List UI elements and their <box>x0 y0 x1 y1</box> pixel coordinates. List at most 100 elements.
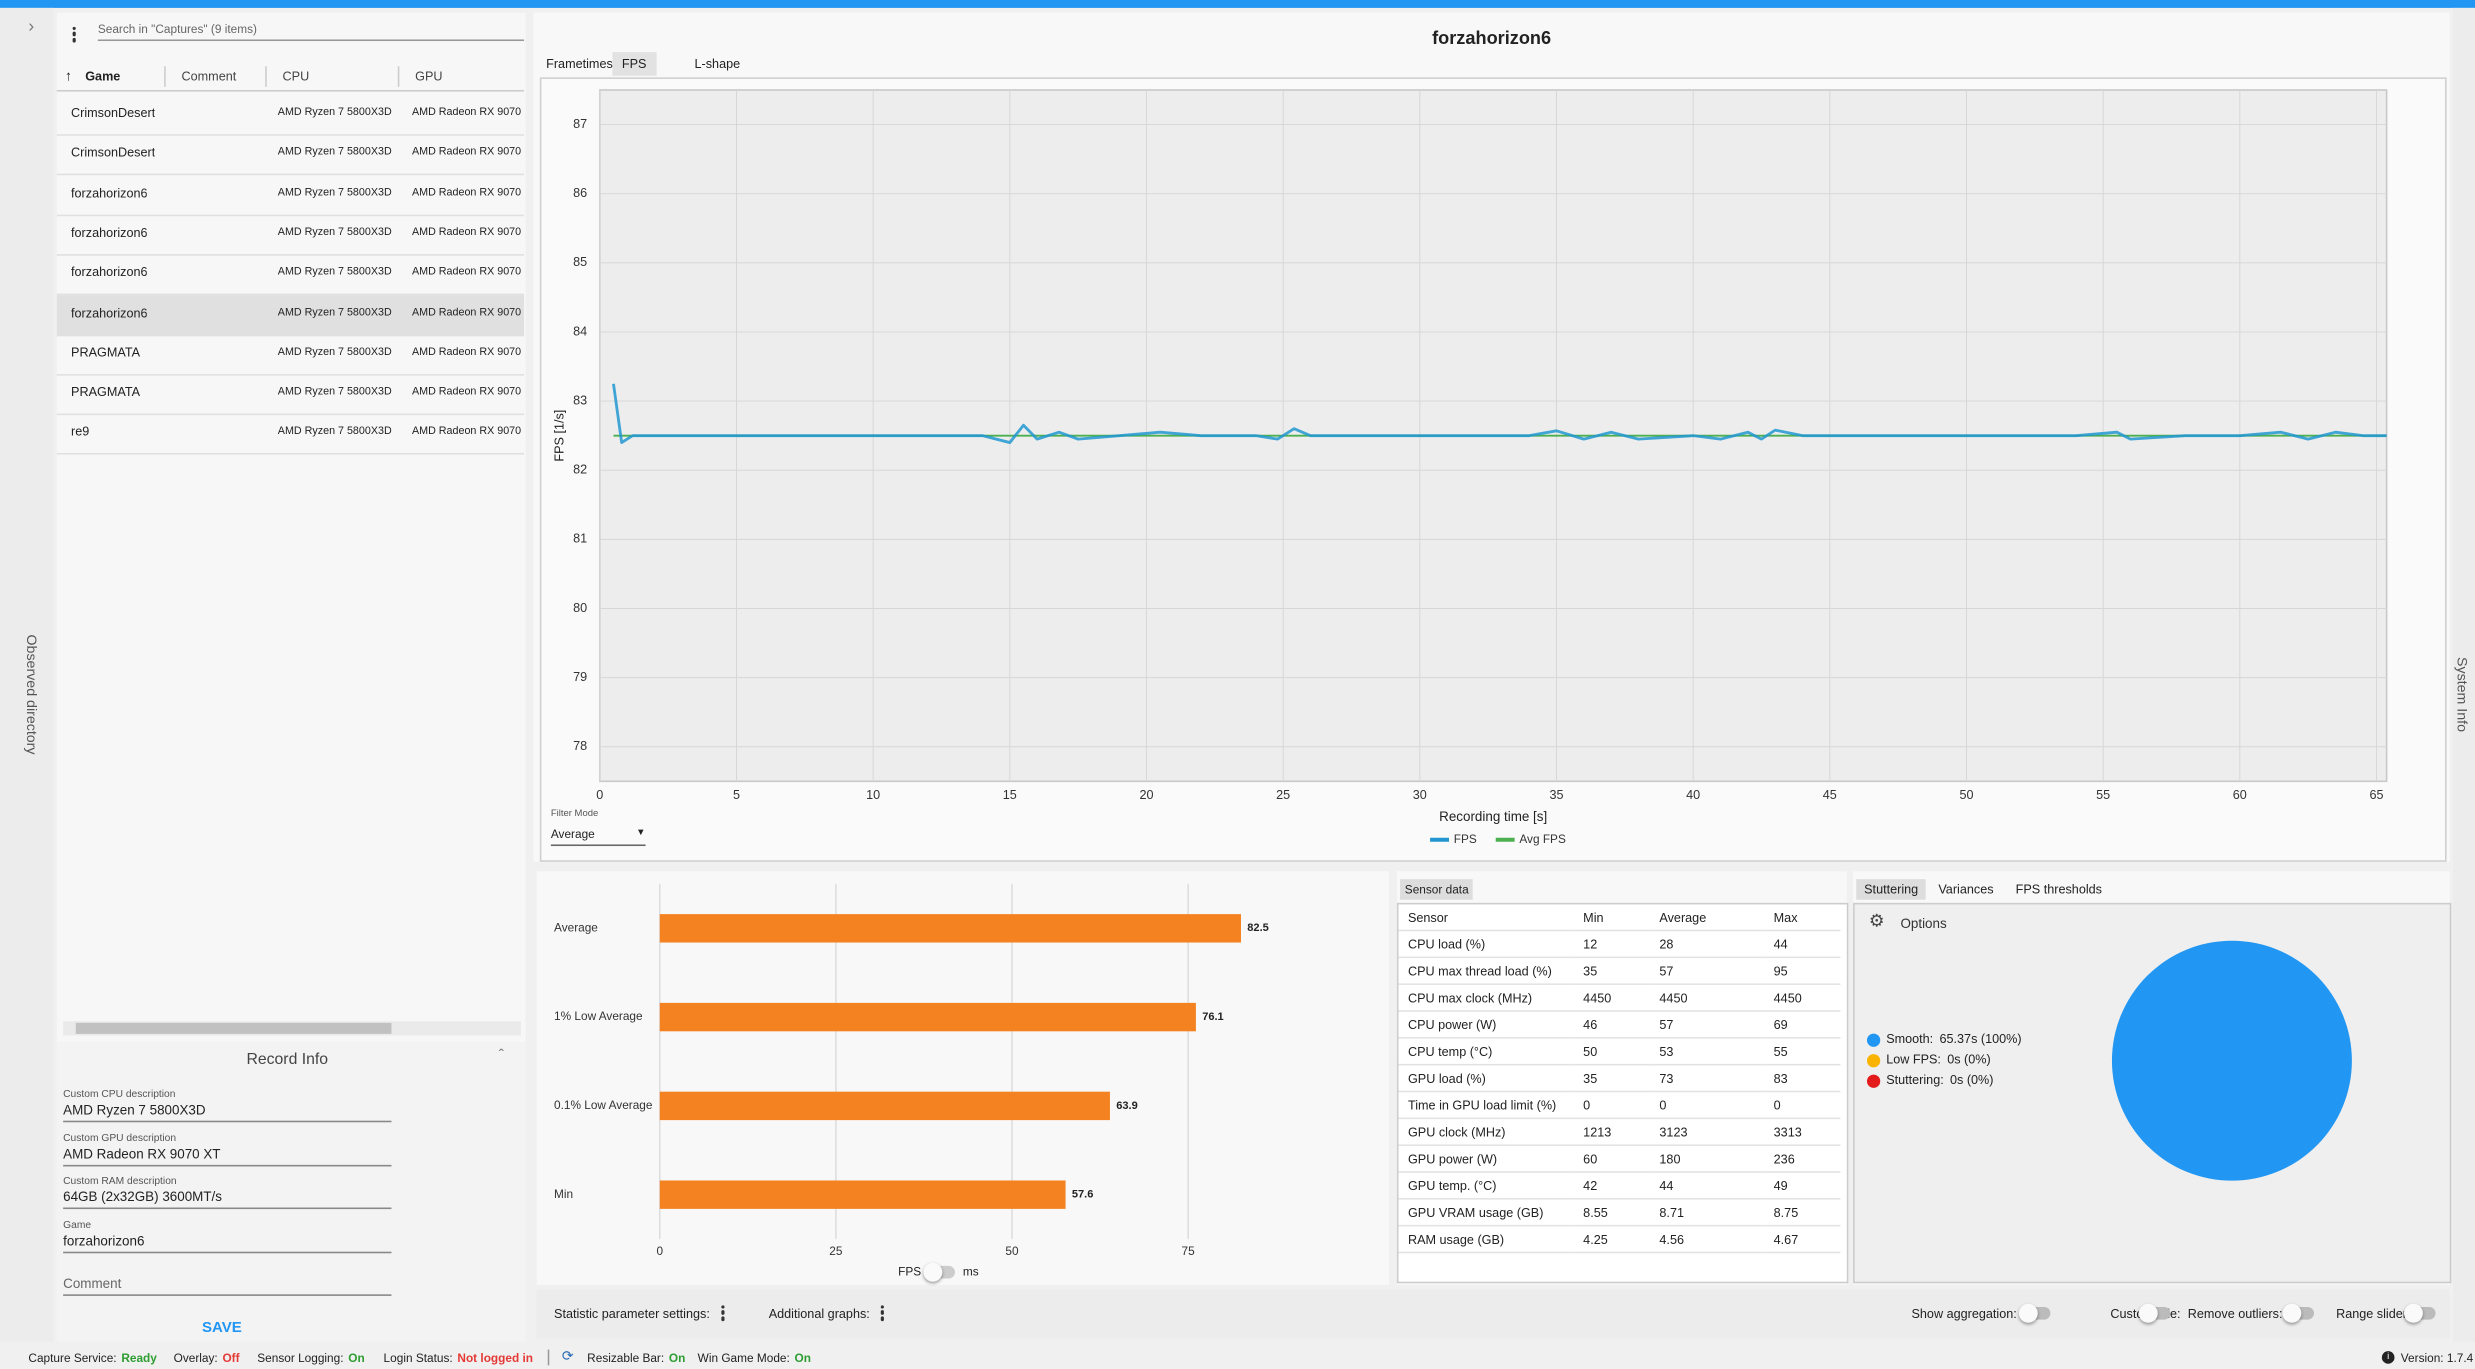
sensor-column-header: Min <box>1573 904 1650 932</box>
capture-row[interactable]: CrimsonDesert AMD Ryzen 7 5800X3D AMD Rade… <box>56 135 525 176</box>
capture-row[interactable]: PRAGMATA AMD Ryzen 7 5800X3D AMD Radeon RX… <box>56 374 525 416</box>
cpu-cell: AMD Ryzen 7 5800X3D <box>277 107 392 119</box>
sensor-row: GPU clock (MHz) 1213 3123 3313 <box>1398 1118 1841 1146</box>
chart-tab[interactable]: L-shape <box>694 56 741 72</box>
sensor-row: CPU power (W) 46 57 69 <box>1398 1010 1841 1039</box>
column-separator <box>397 66 400 87</box>
legend-value: 0s (0%) <box>1950 1074 1993 1088</box>
capture-row[interactable]: re9 AMD Ryzen 7 5800X3D AMD Radeon RX 9070 <box>56 414 525 456</box>
comment-input[interactable]: Comment <box>63 1275 392 1296</box>
sensor-name: CPU power (W) <box>1398 1010 1574 1039</box>
field-label: Custom RAM description <box>63 1175 177 1187</box>
bar <box>659 914 1241 943</box>
sensor-tab[interactable]: Sensor data <box>1400 879 1474 900</box>
sensor-name: CPU max thread load (%) <box>1398 957 1574 985</box>
expand-chevron[interactable]: › <box>28 17 35 37</box>
chart-panel: forzahorizon6 Frametimes FPS L-shape 78 79 8… <box>533 12 2450 862</box>
scroll-thumb[interactable] <box>75 1022 392 1034</box>
status-value: Ready <box>121 1351 157 1366</box>
toolbar-label: Range slider: <box>2336 1306 2411 1322</box>
options-label[interactable]: Options <box>1900 915 1947 932</box>
refresh-icon[interactable]: ⟳ <box>561 1347 574 1364</box>
field-value[interactable]: AMD Radeon RX 9070 XT <box>63 1145 392 1166</box>
capture-row[interactable]: forzahorizon6 AMD Ryzen 7 5800X3D AMD Rade… <box>56 214 525 256</box>
stuttering-tab[interactable]: Variances <box>1938 882 1994 897</box>
filter-mode-label: Filter Mode <box>550 809 599 820</box>
chart-tab[interactable]: Frametimes <box>546 56 613 72</box>
toolbar-toggle[interactable] <box>2138 1303 2171 1323</box>
y-tick-label: 78 <box>573 739 587 753</box>
save-button[interactable]: SAVE <box>202 1319 242 1337</box>
sensor-value: 0 <box>1573 1091 1650 1120</box>
status-value: On <box>794 1351 811 1366</box>
legend-dot <box>1866 1033 1881 1047</box>
field-value[interactable]: AMD Ryzen 7 5800X3D <box>63 1102 392 1123</box>
sensor-value: 4450 <box>1764 984 1841 1012</box>
column-header-label[interactable]: Game <box>85 69 121 84</box>
column-header-label[interactable]: Comment <box>181 69 237 84</box>
column-header-label[interactable]: GPU <box>415 69 443 84</box>
sensor-value: 236 <box>1764 1145 1841 1173</box>
capture-row[interactable]: forzahorizon6 AMD Ryzen 7 5800X3D AMD Rade… <box>56 175 525 216</box>
sensor-value: 0 <box>1764 1091 1841 1120</box>
left-strip: › Observed directory <box>0 7 54 1342</box>
field-value[interactable]: 64GB (2x32GB) 3600MT/s <box>63 1189 392 1210</box>
category-label: 1% Low Average <box>554 1009 643 1023</box>
toolbar-label: Remove outliers: <box>2187 1306 2283 1322</box>
field-value[interactable]: forzahorizon6 <box>63 1232 392 1253</box>
h-scrollbar[interactable] <box>63 1021 521 1036</box>
sidebar-menu[interactable] <box>71 25 77 44</box>
chart-tab[interactable]: FPS <box>612 52 656 76</box>
game-cell: CrimsonDesert <box>71 145 156 160</box>
sensor-table: Sensor Min Average Max CPU load (%) 12 28 44 CPU… <box>1398 904 1841 1254</box>
status-label: Capture Service: <box>28 1351 117 1366</box>
filter-mode-value: Average <box>550 827 595 842</box>
toolbar-toggle[interactable] <box>2282 1303 2314 1323</box>
sensor-value: 69 <box>1764 1010 1841 1039</box>
toolbar-menu[interactable] <box>879 1304 885 1323</box>
filter-mode-select[interactable]: Average ▼ <box>550 827 646 847</box>
capture-row[interactable]: forzahorizon6 AMD Ryzen 7 5800X3D AMD Rade… <box>56 254 525 296</box>
info-icon: i <box>2381 1351 2395 1364</box>
sensor-name: RAM usage (GB) <box>1398 1225 1574 1254</box>
fps-ms-toggle[interactable] <box>923 1262 955 1282</box>
bar <box>659 1091 1110 1121</box>
capture-row[interactable]: PRAGMATA AMD Ryzen 7 5800X3D AMD Radeon RX… <box>56 334 525 376</box>
field-label: Custom CPU description <box>63 1089 176 1101</box>
sensor-name: CPU load (%) <box>1398 930 1574 959</box>
gpu-cell: AMD Radeon RX 9070 <box>411 267 522 279</box>
capture-row[interactable]: forzahorizon6 AMD Ryzen 7 5800X3D AMD Rade… <box>56 294 525 336</box>
x-tick-label: 50 <box>1005 1244 1019 1258</box>
toolbar-toggle[interactable] <box>2403 1303 2436 1323</box>
stuttering-tab[interactable]: FPS thresholds <box>2015 882 2103 897</box>
sensor-value: 60 <box>1573 1145 1650 1173</box>
column-header-label[interactable]: CPU <box>282 69 310 84</box>
sensor-value: 3313 <box>1764 1118 1841 1146</box>
legend-category: Low FPS: <box>1886 1053 1941 1067</box>
sensor-value: 4.56 <box>1649 1225 1765 1254</box>
system-info-tab[interactable]: System Info <box>2454 657 2471 733</box>
x-tick-label: 30 <box>1413 788 1427 802</box>
toolbar-toggle[interactable] <box>2018 1303 2051 1323</box>
x-axis-label: Recording time [s] <box>1439 809 1547 824</box>
sensor-value: 53 <box>1649 1037 1765 1066</box>
value-label: 63.9 <box>1116 1100 1137 1112</box>
status-item: Win Game Mode: On <box>698 1351 811 1365</box>
toolbar-label: Show aggregation: <box>1911 1306 2017 1322</box>
observed-directory-tab[interactable]: Observed directory <box>23 634 40 755</box>
capture-row[interactable]: CrimsonDesert AMD Ryzen 7 5800X3D AMD Rade… <box>56 95 525 136</box>
field-label: Custom GPU description <box>63 1132 177 1144</box>
status-label: Overlay: <box>173 1351 218 1366</box>
column-separator <box>265 66 267 87</box>
stuttering-tab[interactable]: Stuttering <box>1856 879 1927 900</box>
collapse-button[interactable]: ˆ <box>498 1048 505 1066</box>
gpu-cell: AMD Radeon RX 9070 <box>411 107 522 119</box>
pie-slice <box>2111 940 2352 1181</box>
toolbar-menu[interactable] <box>720 1304 726 1323</box>
search-box[interactable]: Search in "Captures" (9 items) <box>97 22 525 42</box>
options-gear[interactable]: ⚙ <box>1868 912 1885 932</box>
game-cell: PRAGMATA <box>71 385 141 400</box>
legend-category: Smooth: <box>1886 1033 1933 1047</box>
legend-entry: Smooth: 65.37s (100%) <box>1886 1033 2021 1047</box>
